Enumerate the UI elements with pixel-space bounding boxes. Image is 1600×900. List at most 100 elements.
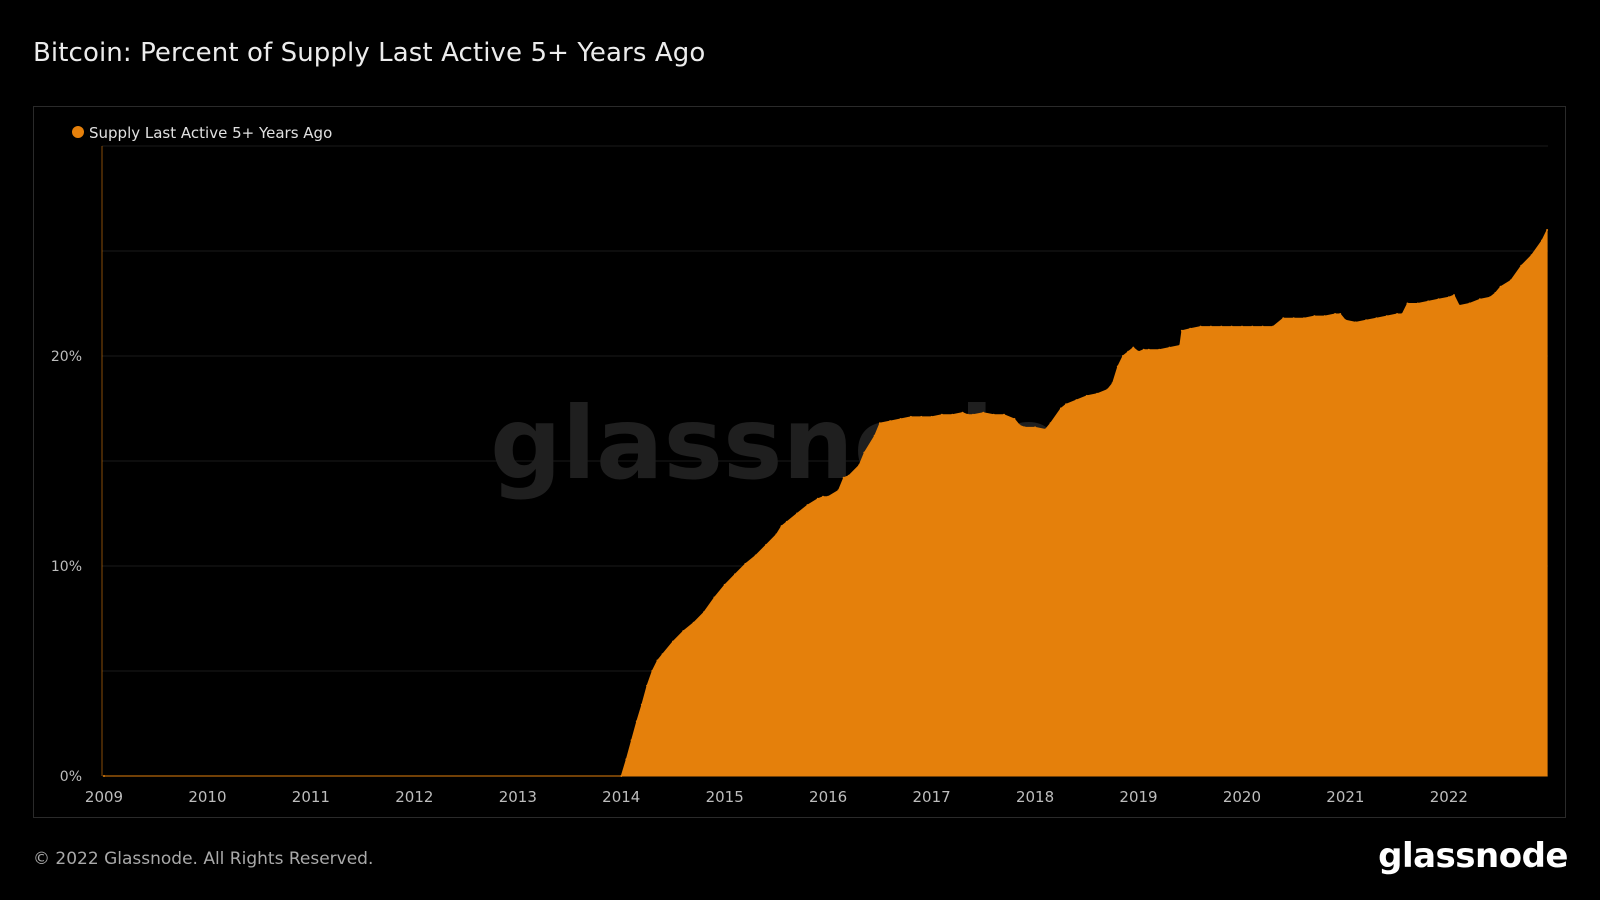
x-tick-label: 2019 bbox=[1119, 788, 1157, 806]
x-tick-label: 2010 bbox=[188, 788, 226, 806]
data-point bbox=[1401, 313, 1404, 315]
data-point bbox=[1478, 298, 1481, 301]
x-tick-label: 2016 bbox=[809, 788, 847, 806]
data-point bbox=[1013, 418, 1016, 420]
y-tick-label: 20% bbox=[51, 349, 82, 365]
data-point bbox=[940, 413, 943, 416]
data-point bbox=[1209, 325, 1212, 328]
data-point bbox=[1489, 296, 1492, 299]
legend[interactable]: Supply Last Active 5+ Years Ago bbox=[72, 124, 332, 142]
y-tick-label: 10% bbox=[51, 559, 82, 575]
x-tick-label: 2014 bbox=[602, 788, 640, 806]
data-point bbox=[1158, 348, 1161, 351]
data-point bbox=[1127, 350, 1130, 353]
data-point bbox=[1003, 413, 1005, 416]
data-point bbox=[1354, 321, 1357, 324]
chart-panel bbox=[33, 106, 1566, 818]
data-point bbox=[1292, 317, 1295, 320]
data-point bbox=[1365, 319, 1368, 322]
data-point bbox=[1178, 344, 1181, 347]
data-point bbox=[827, 495, 830, 498]
copyright-text: © 2022 Glassnode. All Rights Reserved. bbox=[33, 849, 374, 869]
data-point bbox=[858, 464, 861, 467]
data-point bbox=[1385, 315, 1388, 318]
data-point bbox=[734, 573, 736, 576]
data-point bbox=[1142, 348, 1145, 351]
data-point bbox=[806, 504, 809, 507]
data-point bbox=[1344, 319, 1347, 322]
data-point bbox=[899, 418, 902, 420]
data-point bbox=[1111, 382, 1114, 385]
data-point bbox=[625, 758, 628, 761]
data-point bbox=[1499, 285, 1502, 288]
chart-title: Bitcoin: Percent of Supply Last Active 5… bbox=[33, 38, 706, 68]
data-point bbox=[1106, 388, 1109, 391]
data-point bbox=[1468, 302, 1471, 305]
data-point bbox=[1049, 422, 1052, 425]
data-point bbox=[1132, 346, 1135, 349]
data-point bbox=[966, 413, 969, 416]
data-point bbox=[1168, 346, 1171, 349]
data-point bbox=[1023, 426, 1026, 429]
x-tick-label: 2020 bbox=[1223, 788, 1261, 806]
data-point bbox=[1406, 302, 1409, 305]
data-point bbox=[1018, 424, 1021, 427]
x-tick-label: 2018 bbox=[1016, 788, 1054, 806]
data-point bbox=[661, 653, 664, 656]
glassnode-logo[interactable]: glassnode bbox=[1378, 836, 1568, 876]
data-point bbox=[1323, 315, 1326, 318]
series-area bbox=[104, 229, 1548, 777]
data-point bbox=[754, 554, 757, 557]
data-point bbox=[1044, 428, 1047, 431]
x-tick-label: 2009 bbox=[85, 788, 123, 806]
data-point bbox=[1147, 348, 1150, 351]
data-point bbox=[1396, 313, 1399, 315]
data-point bbox=[1437, 298, 1440, 301]
data-point bbox=[1494, 292, 1497, 294]
data-point bbox=[656, 659, 659, 662]
data-point bbox=[1375, 317, 1378, 320]
data-point bbox=[1189, 327, 1192, 330]
series-layer bbox=[103, 229, 1549, 777]
data-point bbox=[1261, 325, 1264, 328]
data-point bbox=[1458, 304, 1461, 307]
data-point bbox=[713, 596, 716, 599]
data-point bbox=[103, 775, 105, 777]
data-point bbox=[842, 476, 845, 479]
data-point bbox=[920, 415, 923, 418]
data-point bbox=[1059, 407, 1062, 410]
data-point bbox=[1241, 325, 1243, 328]
data-point bbox=[780, 525, 783, 528]
legend-label: Supply Last Active 5+ Years Ago bbox=[89, 124, 332, 142]
data-point bbox=[646, 684, 649, 687]
data-point bbox=[1509, 279, 1512, 282]
x-tick-label: 2017 bbox=[913, 788, 951, 806]
data-point bbox=[951, 413, 954, 416]
legend-swatch bbox=[72, 126, 84, 138]
axes: 0% 10% 20% 2009 2010 2011 2012 2013 2014 2015 2016… bbox=[51, 146, 1468, 806]
data-point bbox=[1065, 403, 1068, 406]
data-point bbox=[909, 415, 912, 418]
data-point bbox=[1546, 229, 1549, 231]
data-point bbox=[837, 489, 840, 492]
data-point bbox=[651, 670, 654, 672]
data-point bbox=[1447, 296, 1450, 299]
x-tick-label: 2012 bbox=[395, 788, 433, 806]
legend-item[interactable]: Supply Last Active 5+ Years Ago bbox=[72, 124, 332, 142]
data-point bbox=[692, 621, 695, 624]
x-tick-label: 2011 bbox=[292, 788, 330, 806]
data-point bbox=[785, 520, 788, 523]
x-tick-label: 2021 bbox=[1326, 788, 1364, 806]
data-point bbox=[1334, 313, 1337, 315]
data-point bbox=[1116, 365, 1119, 368]
data-point bbox=[878, 422, 881, 425]
data-point bbox=[1530, 254, 1533, 257]
data-point bbox=[972, 413, 974, 416]
x-tick-label: 2015 bbox=[706, 788, 744, 806]
data-point bbox=[1427, 300, 1430, 303]
data-point bbox=[1220, 325, 1223, 328]
data-point bbox=[961, 411, 964, 414]
data-point bbox=[1282, 317, 1285, 320]
data-point bbox=[775, 533, 778, 536]
data-point bbox=[1339, 313, 1342, 315]
